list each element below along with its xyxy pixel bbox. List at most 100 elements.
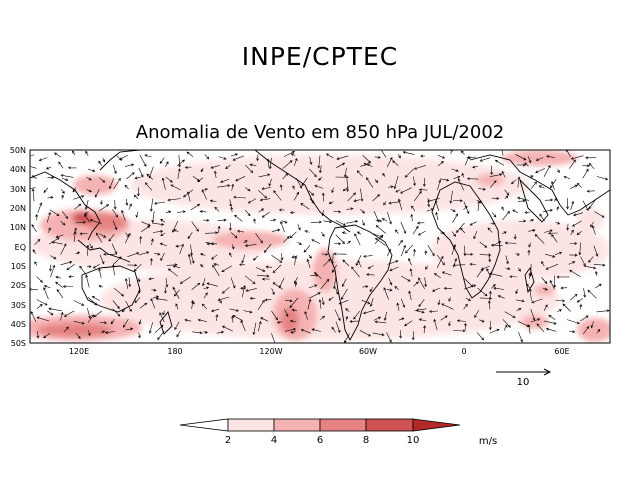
wind-vector (321, 252, 329, 256)
wind-vector (435, 211, 439, 221)
wind-vector (125, 163, 135, 167)
wind-vector (414, 310, 425, 314)
colorbar-segment (412, 418, 461, 432)
wind-vector (543, 304, 548, 311)
wind-vector (86, 244, 90, 256)
wind-vector (273, 190, 282, 201)
wind-vector (426, 208, 434, 212)
lon-label: 60W (359, 347, 377, 356)
wind-vector (591, 225, 596, 235)
wind-vector (203, 286, 210, 290)
wind-vector (139, 154, 147, 167)
wind-vector (528, 288, 532, 301)
wind-vector (411, 331, 415, 341)
wind-vector (56, 289, 64, 299)
wind-vector (217, 184, 231, 188)
wind-vector (37, 202, 43, 213)
wind-vector (414, 165, 426, 170)
wind-vector (400, 187, 412, 194)
wind-vector (191, 282, 201, 291)
wind-vector (309, 198, 315, 204)
wind-vector (36, 299, 48, 306)
wind-vector (258, 208, 265, 213)
colorbar-segment (179, 418, 229, 432)
wind-vector (539, 213, 545, 222)
wind-vector (221, 265, 232, 272)
wind-vector (451, 168, 459, 172)
wind-vector (102, 157, 106, 163)
wind-vector (509, 275, 517, 279)
wind-vector (424, 277, 428, 288)
wind-vector (179, 276, 191, 284)
colorbar-units: m/s (479, 436, 497, 447)
wind-vector (404, 168, 415, 178)
shade-region (576, 208, 604, 232)
wind-vector (560, 286, 568, 290)
wind-vector (535, 157, 544, 161)
wind-vector (206, 242, 218, 246)
wind-vector (176, 330, 181, 338)
wind-vector (138, 167, 144, 178)
wind-vector (342, 278, 347, 287)
wind-vector (323, 220, 333, 224)
wind-vector (450, 208, 456, 212)
wind-vector (490, 165, 494, 176)
colorbar-label: 4 (271, 435, 277, 446)
wind-vector (554, 251, 563, 255)
wind-vector (75, 220, 86, 224)
wind-vector (278, 277, 285, 289)
wind-vector (165, 278, 169, 288)
wind-vector (504, 311, 516, 318)
wind-vector (393, 176, 399, 190)
wind-vector (271, 310, 278, 321)
colorbar-label: 10 (407, 435, 420, 446)
shade-region (37, 323, 113, 337)
wind-vector (464, 252, 474, 256)
latitude-axis: 50N 40N 30N 20N 10N EQ 10S 20S 30S 40S 5… (10, 146, 26, 348)
wind-vector (346, 207, 354, 211)
wind-vector (230, 153, 239, 157)
wind-vector (582, 164, 590, 168)
wind-vector (361, 220, 365, 226)
wind-vector (477, 200, 481, 212)
colorbar-label: 8 (363, 435, 369, 446)
wind-vector (289, 319, 297, 323)
wind-vector (165, 210, 172, 214)
wind-vector (570, 293, 578, 301)
wind-vector (311, 239, 321, 244)
wind-vector (50, 264, 56, 278)
wind-vector (149, 198, 154, 212)
wind-vector (283, 236, 290, 243)
wind-vector (452, 213, 459, 223)
lat-label: 50S (11, 339, 26, 348)
wind-vector (335, 234, 346, 245)
wind-vector (60, 243, 67, 255)
wind-vector (469, 262, 477, 266)
wind-vector (530, 181, 537, 189)
wind-vector (527, 249, 531, 256)
wind-vector (413, 190, 422, 202)
wind-vector (476, 332, 485, 341)
wind-vector (85, 274, 90, 288)
wind-vector (199, 264, 204, 268)
wind-vector (530, 318, 541, 323)
wind-vector (453, 175, 461, 179)
wind-vector (570, 184, 578, 189)
wind-vector (400, 244, 406, 257)
wind-vector (36, 276, 43, 283)
wind-vector (321, 192, 325, 202)
wind-vector (422, 177, 426, 187)
wind-vector (135, 211, 139, 218)
wind-vector (121, 308, 126, 313)
wind-vector (231, 183, 235, 191)
wind-vector (366, 177, 374, 188)
wind-vector (73, 230, 77, 243)
wind-vector (307, 298, 312, 310)
colorbar: 2 4 6 8 10 m/s (179, 418, 497, 447)
lat-label: 10S (11, 262, 26, 271)
wind-vector (31, 175, 37, 180)
wind-vector (531, 298, 543, 304)
wind-vector (144, 182, 153, 191)
wind-vector (361, 299, 371, 305)
wind-vector (60, 220, 66, 226)
